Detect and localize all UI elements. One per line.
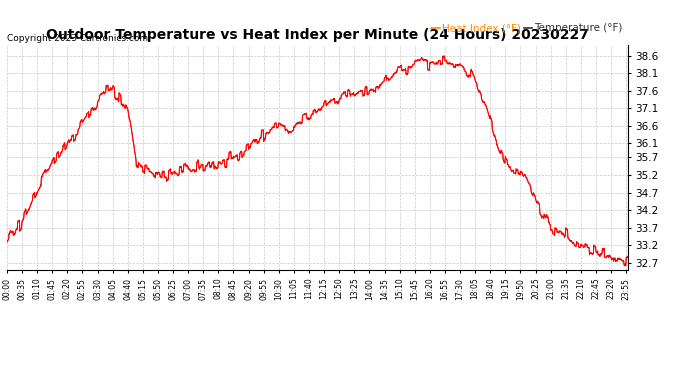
Line: Heat Index (°F): Heat Index (°F) — [7, 56, 628, 266]
Temperature (°F) — [495, 150, 504, 154]
Heat Index (°F) — [414, 58, 422, 63]
Heat Index (°F) — [495, 149, 504, 154]
Heat Index (°F) — [621, 264, 629, 268]
Temperature (°F) — [414, 58, 422, 63]
Legend: Heat Index (°F), Temperature (°F): Heat Index (°F), Temperature (°F) — [431, 23, 622, 33]
Temperature (°F) — [3, 239, 11, 244]
Heat Index (°F) — [126, 118, 134, 122]
Temperature (°F) — [624, 255, 632, 260]
Temperature (°F) — [622, 263, 630, 267]
Heat Index (°F) — [624, 256, 632, 260]
Heat Index (°F) — [3, 240, 11, 244]
Heat Index (°F) — [141, 163, 149, 167]
Title: Outdoor Temperature vs Heat Index per Minute (24 Hours) 20230227: Outdoor Temperature vs Heat Index per Mi… — [46, 28, 589, 42]
Temperature (°F) — [141, 163, 149, 168]
Heat Index (°F) — [440, 54, 449, 58]
Text: Copyright 2023 Cartronics.com: Copyright 2023 Cartronics.com — [7, 34, 148, 43]
Line: Temperature (°F): Temperature (°F) — [7, 56, 628, 265]
Heat Index (°F) — [210, 166, 219, 171]
Temperature (°F) — [439, 54, 447, 58]
Temperature (°F) — [551, 232, 559, 237]
Temperature (°F) — [126, 118, 134, 122]
Temperature (°F) — [210, 165, 219, 170]
Heat Index (°F) — [551, 233, 559, 238]
